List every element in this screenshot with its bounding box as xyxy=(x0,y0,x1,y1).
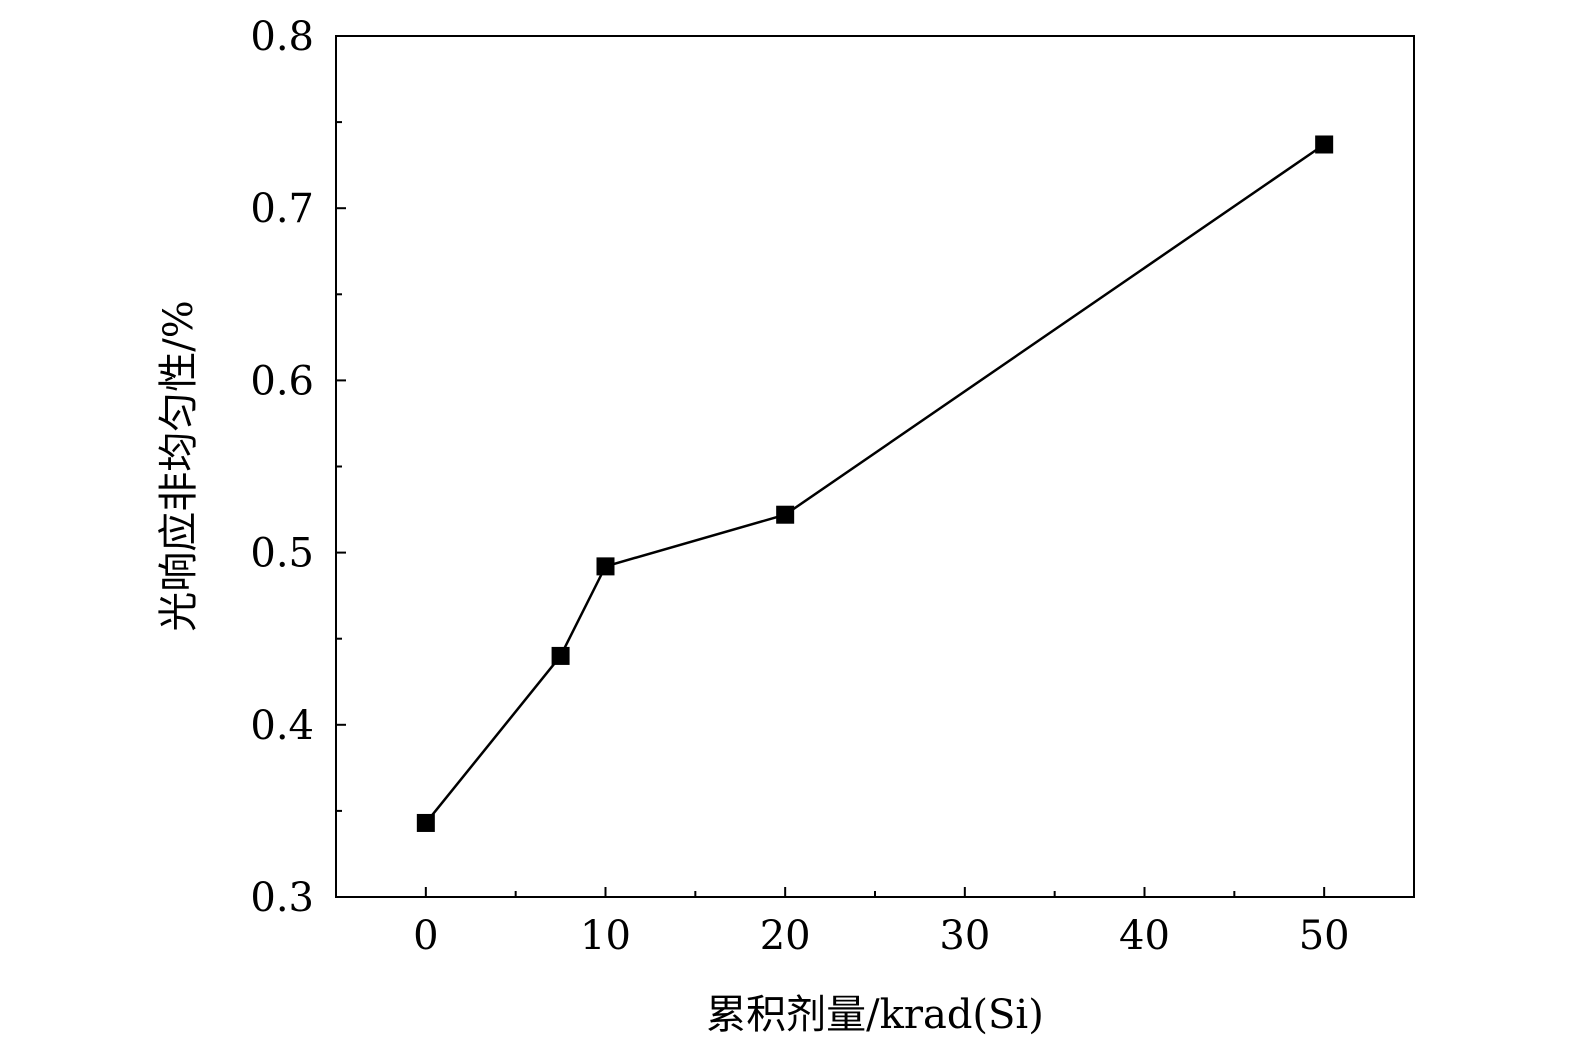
series-line xyxy=(424,143,1325,824)
plot-frame xyxy=(335,35,1415,898)
ticks: 0 10 20 30 40 50 0.3 0.4 0.5 0.6 0.7 0.8 xyxy=(250,14,1349,959)
x-tick-label: 30 xyxy=(939,913,990,959)
x-tick-label: 40 xyxy=(1119,913,1170,959)
x-tick-label: 0 xyxy=(413,913,438,959)
x-tick-label: 10 xyxy=(580,913,631,959)
series xyxy=(416,135,1334,832)
x-tick-label: 20 xyxy=(760,913,811,959)
x-axis-title: 累积剂量/krad(Si) xyxy=(706,992,1044,1038)
y-tick-label: 0.6 xyxy=(250,358,314,404)
y-tick-label: 0.7 xyxy=(250,186,314,232)
data-point-marker xyxy=(1315,135,1334,154)
y-tick-label: 0.3 xyxy=(250,875,314,921)
data-point-marker xyxy=(551,646,570,665)
data-point-marker xyxy=(776,505,795,524)
y-axis-title: 光响应非均匀性/% xyxy=(156,300,202,631)
x-tick-label: 50 xyxy=(1299,913,1350,959)
y-tick-label: 0.4 xyxy=(250,703,314,749)
y-tick-label: 0.8 xyxy=(250,14,314,60)
axes xyxy=(335,35,1415,898)
data-point-marker xyxy=(596,557,615,576)
data-point-marker xyxy=(416,813,435,832)
y-tick-label: 0.5 xyxy=(250,531,314,577)
